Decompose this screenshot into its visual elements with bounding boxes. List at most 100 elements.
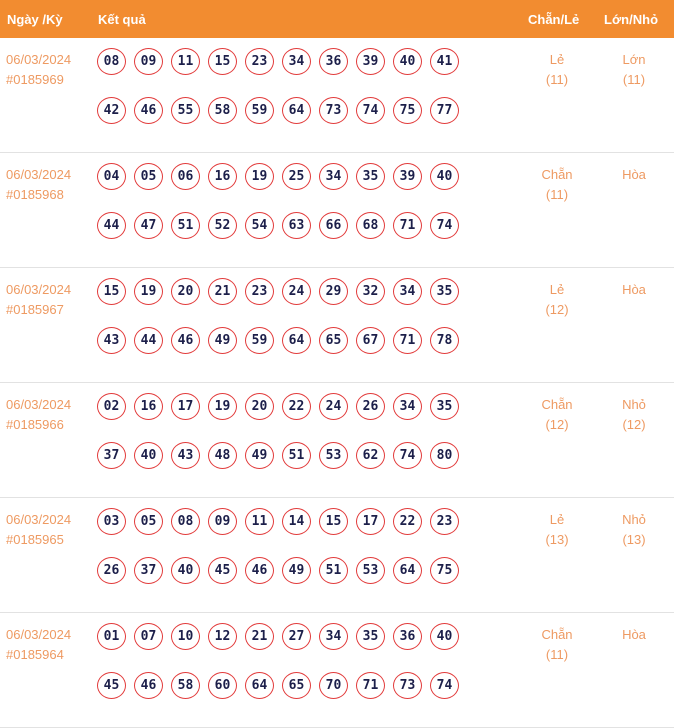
ball-grid: 01 07 10 12 21 27 34 35 36 40 45 46 58 60 64 65 70 71 73 74 xyxy=(97,623,477,721)
number-ball: 34 xyxy=(393,393,422,420)
number-ball: 60 xyxy=(208,672,237,699)
chan-le-result: Lẻ (13) xyxy=(527,510,587,550)
number-ball: 65 xyxy=(319,327,348,354)
number-ball: 35 xyxy=(356,623,385,650)
number-ball: 46 xyxy=(245,557,274,584)
number-ball: 36 xyxy=(393,623,422,650)
number-ball: 45 xyxy=(208,557,237,584)
draw-row: 06/03/2024 #0185965 03 05 08 09 11 14 15 17 22 23 26… xyxy=(0,498,674,613)
number-ball: 21 xyxy=(208,278,237,305)
ball-row: 26 37 40 45 46 49 51 53 64 75 xyxy=(97,557,477,587)
number-ball: 40 xyxy=(430,163,459,190)
number-ball: 43 xyxy=(97,327,126,354)
number-ball: 09 xyxy=(208,508,237,535)
chan-le-result: Lẻ (12) xyxy=(527,280,587,320)
draw-info: 06/03/2024 #0185967 xyxy=(6,280,71,320)
lon-nho-label: Lớn xyxy=(622,52,646,67)
ball-grid: 03 05 08 09 11 14 15 17 22 23 26 37 40 45 46 49 51 53 64 75 xyxy=(97,508,477,606)
number-ball: 75 xyxy=(430,557,459,584)
number-ball: 52 xyxy=(208,212,237,239)
number-ball: 66 xyxy=(319,212,348,239)
number-ball: 02 xyxy=(97,393,126,420)
number-ball: 58 xyxy=(171,672,200,699)
draw-id: #0185969 xyxy=(6,72,64,87)
draw-id: #0185967 xyxy=(6,302,64,317)
number-ball: 71 xyxy=(393,212,422,239)
number-ball: 74 xyxy=(430,672,459,699)
number-ball: 55 xyxy=(171,97,200,124)
chan-le-label: Lẻ xyxy=(549,282,565,297)
number-ball: 59 xyxy=(245,327,274,354)
number-ball: 20 xyxy=(171,278,200,305)
lon-nho-result: Nhỏ (13) xyxy=(604,510,664,550)
number-ball: 35 xyxy=(430,278,459,305)
number-ball: 64 xyxy=(282,97,311,124)
draw-date: 06/03/2024 xyxy=(6,52,72,67)
number-ball: 20 xyxy=(245,393,274,420)
number-ball: 67 xyxy=(356,327,385,354)
number-ball: 23 xyxy=(245,278,274,305)
number-ball: 43 xyxy=(171,442,200,469)
chan-le-count: (11) xyxy=(545,72,569,87)
number-ball: 35 xyxy=(430,393,459,420)
lon-nho-result: Hòa xyxy=(604,165,664,185)
number-ball: 46 xyxy=(134,97,163,124)
lon-nho-result: Nhỏ (12) xyxy=(604,395,664,435)
number-ball: 22 xyxy=(282,393,311,420)
number-ball: 49 xyxy=(208,327,237,354)
column-header-date: Ngày /Kỳ xyxy=(7,12,63,27)
chan-le-result: Chẵn (11) xyxy=(527,625,587,665)
number-ball: 23 xyxy=(245,48,274,75)
lon-nho-label: Nhỏ xyxy=(622,397,646,412)
number-ball: 62 xyxy=(356,442,385,469)
number-ball: 03 xyxy=(97,508,126,535)
number-ball: 05 xyxy=(134,508,163,535)
number-ball: 51 xyxy=(282,442,311,469)
number-ball: 80 xyxy=(430,442,459,469)
number-ball: 42 xyxy=(97,97,126,124)
lon-nho-count: (12) xyxy=(622,417,646,432)
ball-row: 37 40 43 48 49 51 53 62 74 80 xyxy=(97,442,477,472)
draw-id: #0185968 xyxy=(6,187,64,202)
column-header-chan-le: Chẵn/Lẻ xyxy=(528,12,580,27)
number-ball: 01 xyxy=(97,623,126,650)
chan-le-label: Chẵn xyxy=(541,167,573,182)
chan-le-label: Chẵn xyxy=(541,627,573,642)
results-table-body: 06/03/2024 #0185969 08 09 11 15 23 34 36 39 40 41 42… xyxy=(0,38,674,728)
lon-nho-count: (13) xyxy=(622,532,646,547)
number-ball: 07 xyxy=(134,623,163,650)
number-ball: 71 xyxy=(393,327,422,354)
number-ball: 44 xyxy=(97,212,126,239)
number-ball: 17 xyxy=(171,393,200,420)
number-ball: 73 xyxy=(319,97,348,124)
draw-date: 06/03/2024 xyxy=(6,627,72,642)
number-ball: 74 xyxy=(356,97,385,124)
number-ball: 16 xyxy=(208,163,237,190)
number-ball: 35 xyxy=(356,163,385,190)
number-ball: 34 xyxy=(319,163,348,190)
lon-nho-label: Hòa xyxy=(622,282,646,297)
chan-le-count: (11) xyxy=(545,647,569,662)
number-ball: 47 xyxy=(134,212,163,239)
number-ball: 36 xyxy=(319,48,348,75)
chan-le-result: Chẵn (11) xyxy=(527,165,587,205)
number-ball: 39 xyxy=(393,163,422,190)
lon-nho-label: Nhỏ xyxy=(622,512,646,527)
ball-row: 04 05 06 16 19 25 34 35 39 40 xyxy=(97,163,477,193)
chan-le-count: (12) xyxy=(545,417,569,432)
lon-nho-result: Lớn (11) xyxy=(604,50,664,90)
chan-le-label: Chẵn xyxy=(541,397,573,412)
number-ball: 51 xyxy=(171,212,200,239)
chan-le-count: (11) xyxy=(545,187,569,202)
chan-le-label: Lẻ xyxy=(549,512,565,527)
number-ball: 06 xyxy=(171,163,200,190)
draw-row: 06/03/2024 #0185967 15 19 20 21 23 24 29 32 34 35 43… xyxy=(0,268,674,383)
number-ball: 53 xyxy=(356,557,385,584)
draw-date: 06/03/2024 xyxy=(6,512,72,527)
number-ball: 23 xyxy=(430,508,459,535)
number-ball: 08 xyxy=(171,508,200,535)
number-ball: 77 xyxy=(430,97,459,124)
lon-nho-label: Hòa xyxy=(622,167,646,182)
number-ball: 15 xyxy=(97,278,126,305)
number-ball: 74 xyxy=(393,442,422,469)
